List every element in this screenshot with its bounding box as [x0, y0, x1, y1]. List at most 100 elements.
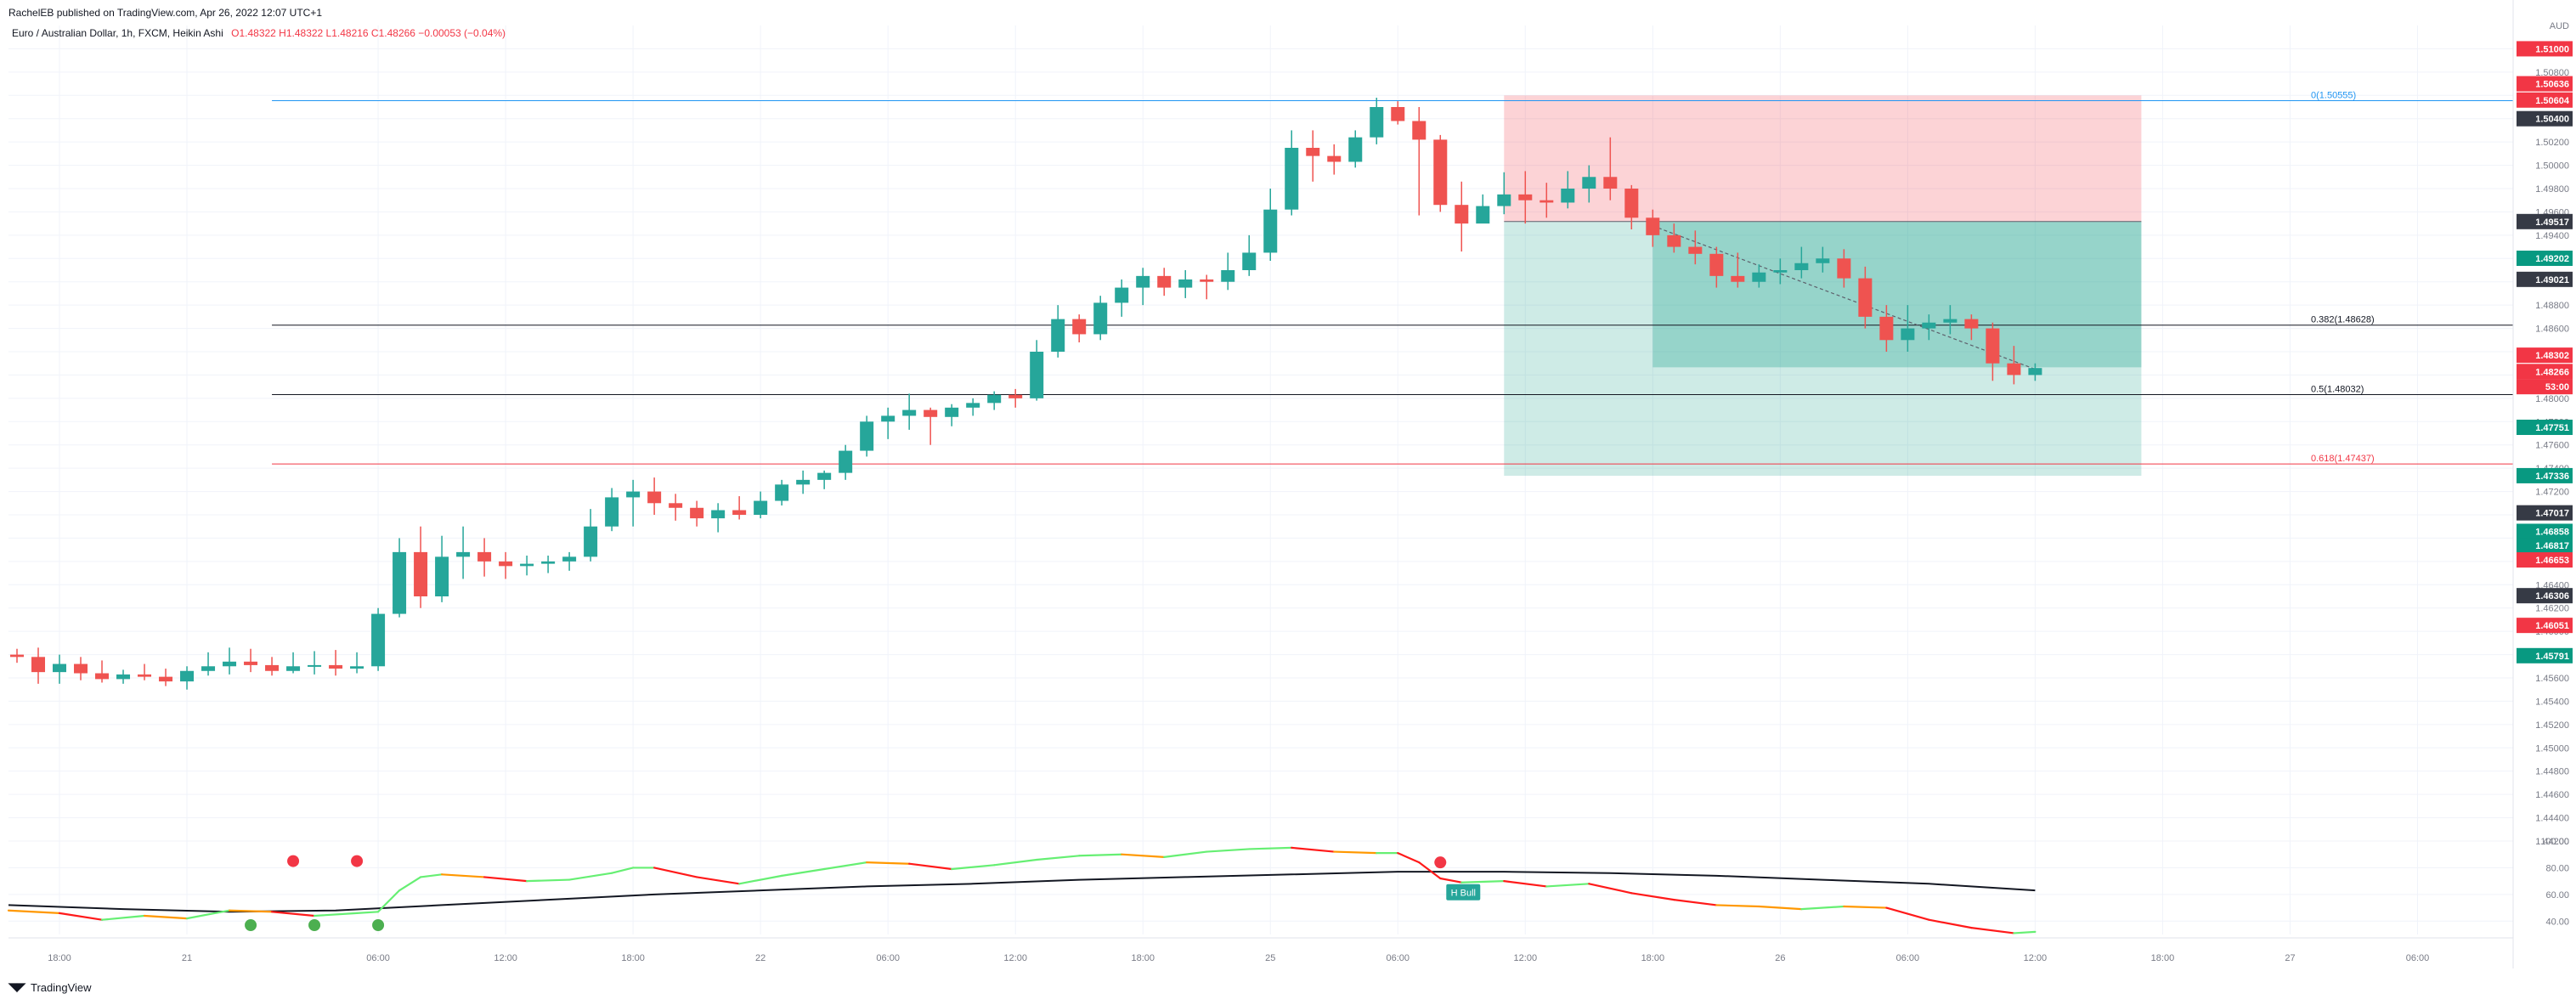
candle	[605, 488, 619, 532]
indicator-osc-segment	[7, 909, 61, 914]
candle	[1986, 322, 2000, 381]
indicator-osc-segment	[143, 914, 189, 920]
indicator-osc-segment	[483, 876, 528, 883]
candle	[1667, 223, 1681, 253]
time-tick-label: 18:00	[1641, 953, 1665, 963]
time-tick-label: 06:00	[1896, 953, 1920, 963]
candle-body	[456, 551, 471, 557]
candle	[1539, 183, 1554, 218]
fib-0-label: 0(1.50555)	[2311, 90, 2356, 100]
candle-body	[1327, 155, 1342, 162]
time-tick-label: 21	[182, 953, 192, 963]
candle-body	[1306, 148, 1320, 156]
indicator-osc-segment	[653, 867, 698, 878]
candle	[902, 393, 917, 430]
price-label: 1.49202	[2535, 254, 2569, 264]
price-tick-label: 1.50800	[2535, 68, 2569, 78]
candle-body	[477, 551, 492, 562]
time-tick-label: 25	[1265, 953, 1275, 963]
candle	[223, 647, 237, 675]
candle-body	[902, 409, 917, 416]
candle	[1901, 305, 1915, 352]
indicator-osc-segment	[951, 864, 996, 871]
candle	[966, 398, 980, 416]
candle	[1306, 130, 1320, 182]
indicator-osc-segment	[1503, 880, 1548, 888]
footer-brand[interactable]: ◥◤ TradingView	[8, 980, 92, 994]
candle	[2007, 346, 2021, 385]
price-label-bg	[2517, 379, 2573, 395]
candle	[1178, 270, 1193, 298]
signal-dot-red	[351, 855, 364, 867]
candle	[1816, 246, 1830, 273]
price-label-bg	[2517, 420, 2573, 436]
price-label: AUD	[2550, 21, 2569, 31]
indicator-osc-segment	[993, 858, 1038, 867]
candle-body	[817, 472, 832, 480]
candle-body	[669, 503, 683, 508]
candle-body	[562, 556, 577, 562]
candles	[10, 98, 2042, 690]
candle	[1964, 314, 1979, 341]
candle-body	[223, 661, 237, 667]
indicator-osc-segment	[781, 867, 826, 877]
candle	[669, 494, 683, 521]
candle-body	[1794, 263, 1809, 270]
candle	[499, 551, 513, 579]
candle-body	[839, 450, 853, 473]
price-label-bg	[2517, 467, 2573, 483]
candle-body	[775, 484, 789, 501]
candle-body	[371, 613, 386, 667]
indicator-osc-segment	[1758, 905, 1803, 911]
candle-body	[1858, 278, 1873, 317]
candle	[1242, 234, 1257, 276]
time-tick-label: 18:00	[48, 953, 71, 963]
candle	[74, 657, 88, 680]
candle-body	[1816, 258, 1830, 263]
indicator-osc-segment	[1121, 853, 1166, 858]
candle-body	[1093, 302, 1108, 335]
price-label: 1.47751	[2535, 423, 2569, 433]
candle	[201, 652, 216, 676]
candle	[1922, 314, 1936, 341]
price-label-bg	[2517, 347, 2573, 364]
candle-body	[796, 479, 811, 485]
price-label: 1.46051	[2535, 621, 2569, 631]
time-tick-label: 26	[1775, 953, 1785, 963]
candle	[711, 503, 726, 533]
symbol-title[interactable]: Euro / Australian Dollar, 1h, FXCM, Heik…	[12, 27, 223, 39]
indicator-osc-segment	[1673, 899, 1718, 906]
price-label: 53:00	[2545, 382, 2569, 392]
time-tick-label: 18:00	[1131, 953, 1155, 963]
indicator-osc-segment	[419, 873, 443, 878]
candle	[1624, 184, 1639, 229]
candle-body	[1391, 107, 1405, 121]
indicator-osc-segment	[1206, 848, 1251, 853]
candle-body	[1561, 189, 1575, 203]
candle-body	[1624, 189, 1639, 218]
candle-body	[1539, 200, 1554, 203]
hbull-badge	[1446, 884, 1481, 901]
candle	[180, 666, 195, 690]
candle	[95, 660, 110, 683]
candle-body	[31, 657, 46, 673]
indicator-osc-segment	[823, 861, 868, 871]
brand-text: TradingView	[31, 980, 92, 994]
candle	[116, 669, 131, 684]
indicator-osc-segment	[526, 878, 571, 883]
candle	[1221, 252, 1235, 291]
indicator-osc-segment	[738, 874, 783, 885]
candle	[435, 535, 449, 602]
ind-tick-label: 60.00	[2545, 890, 2569, 901]
price-label-bg	[2517, 251, 2573, 267]
candle	[1561, 171, 1575, 209]
symbol-legend[interactable]: Euro / Australian Dollar, 1h, FXCM, Heik…	[12, 27, 506, 39]
candle	[626, 479, 641, 527]
indicator-osc-segment	[1439, 877, 1463, 884]
signal-dot-red	[1434, 856, 1447, 869]
price-tick-label: 1.44200	[2535, 837, 2569, 847]
candle-body	[1008, 394, 1023, 398]
candle	[1794, 246, 1809, 279]
candle-body	[1370, 107, 1384, 138]
